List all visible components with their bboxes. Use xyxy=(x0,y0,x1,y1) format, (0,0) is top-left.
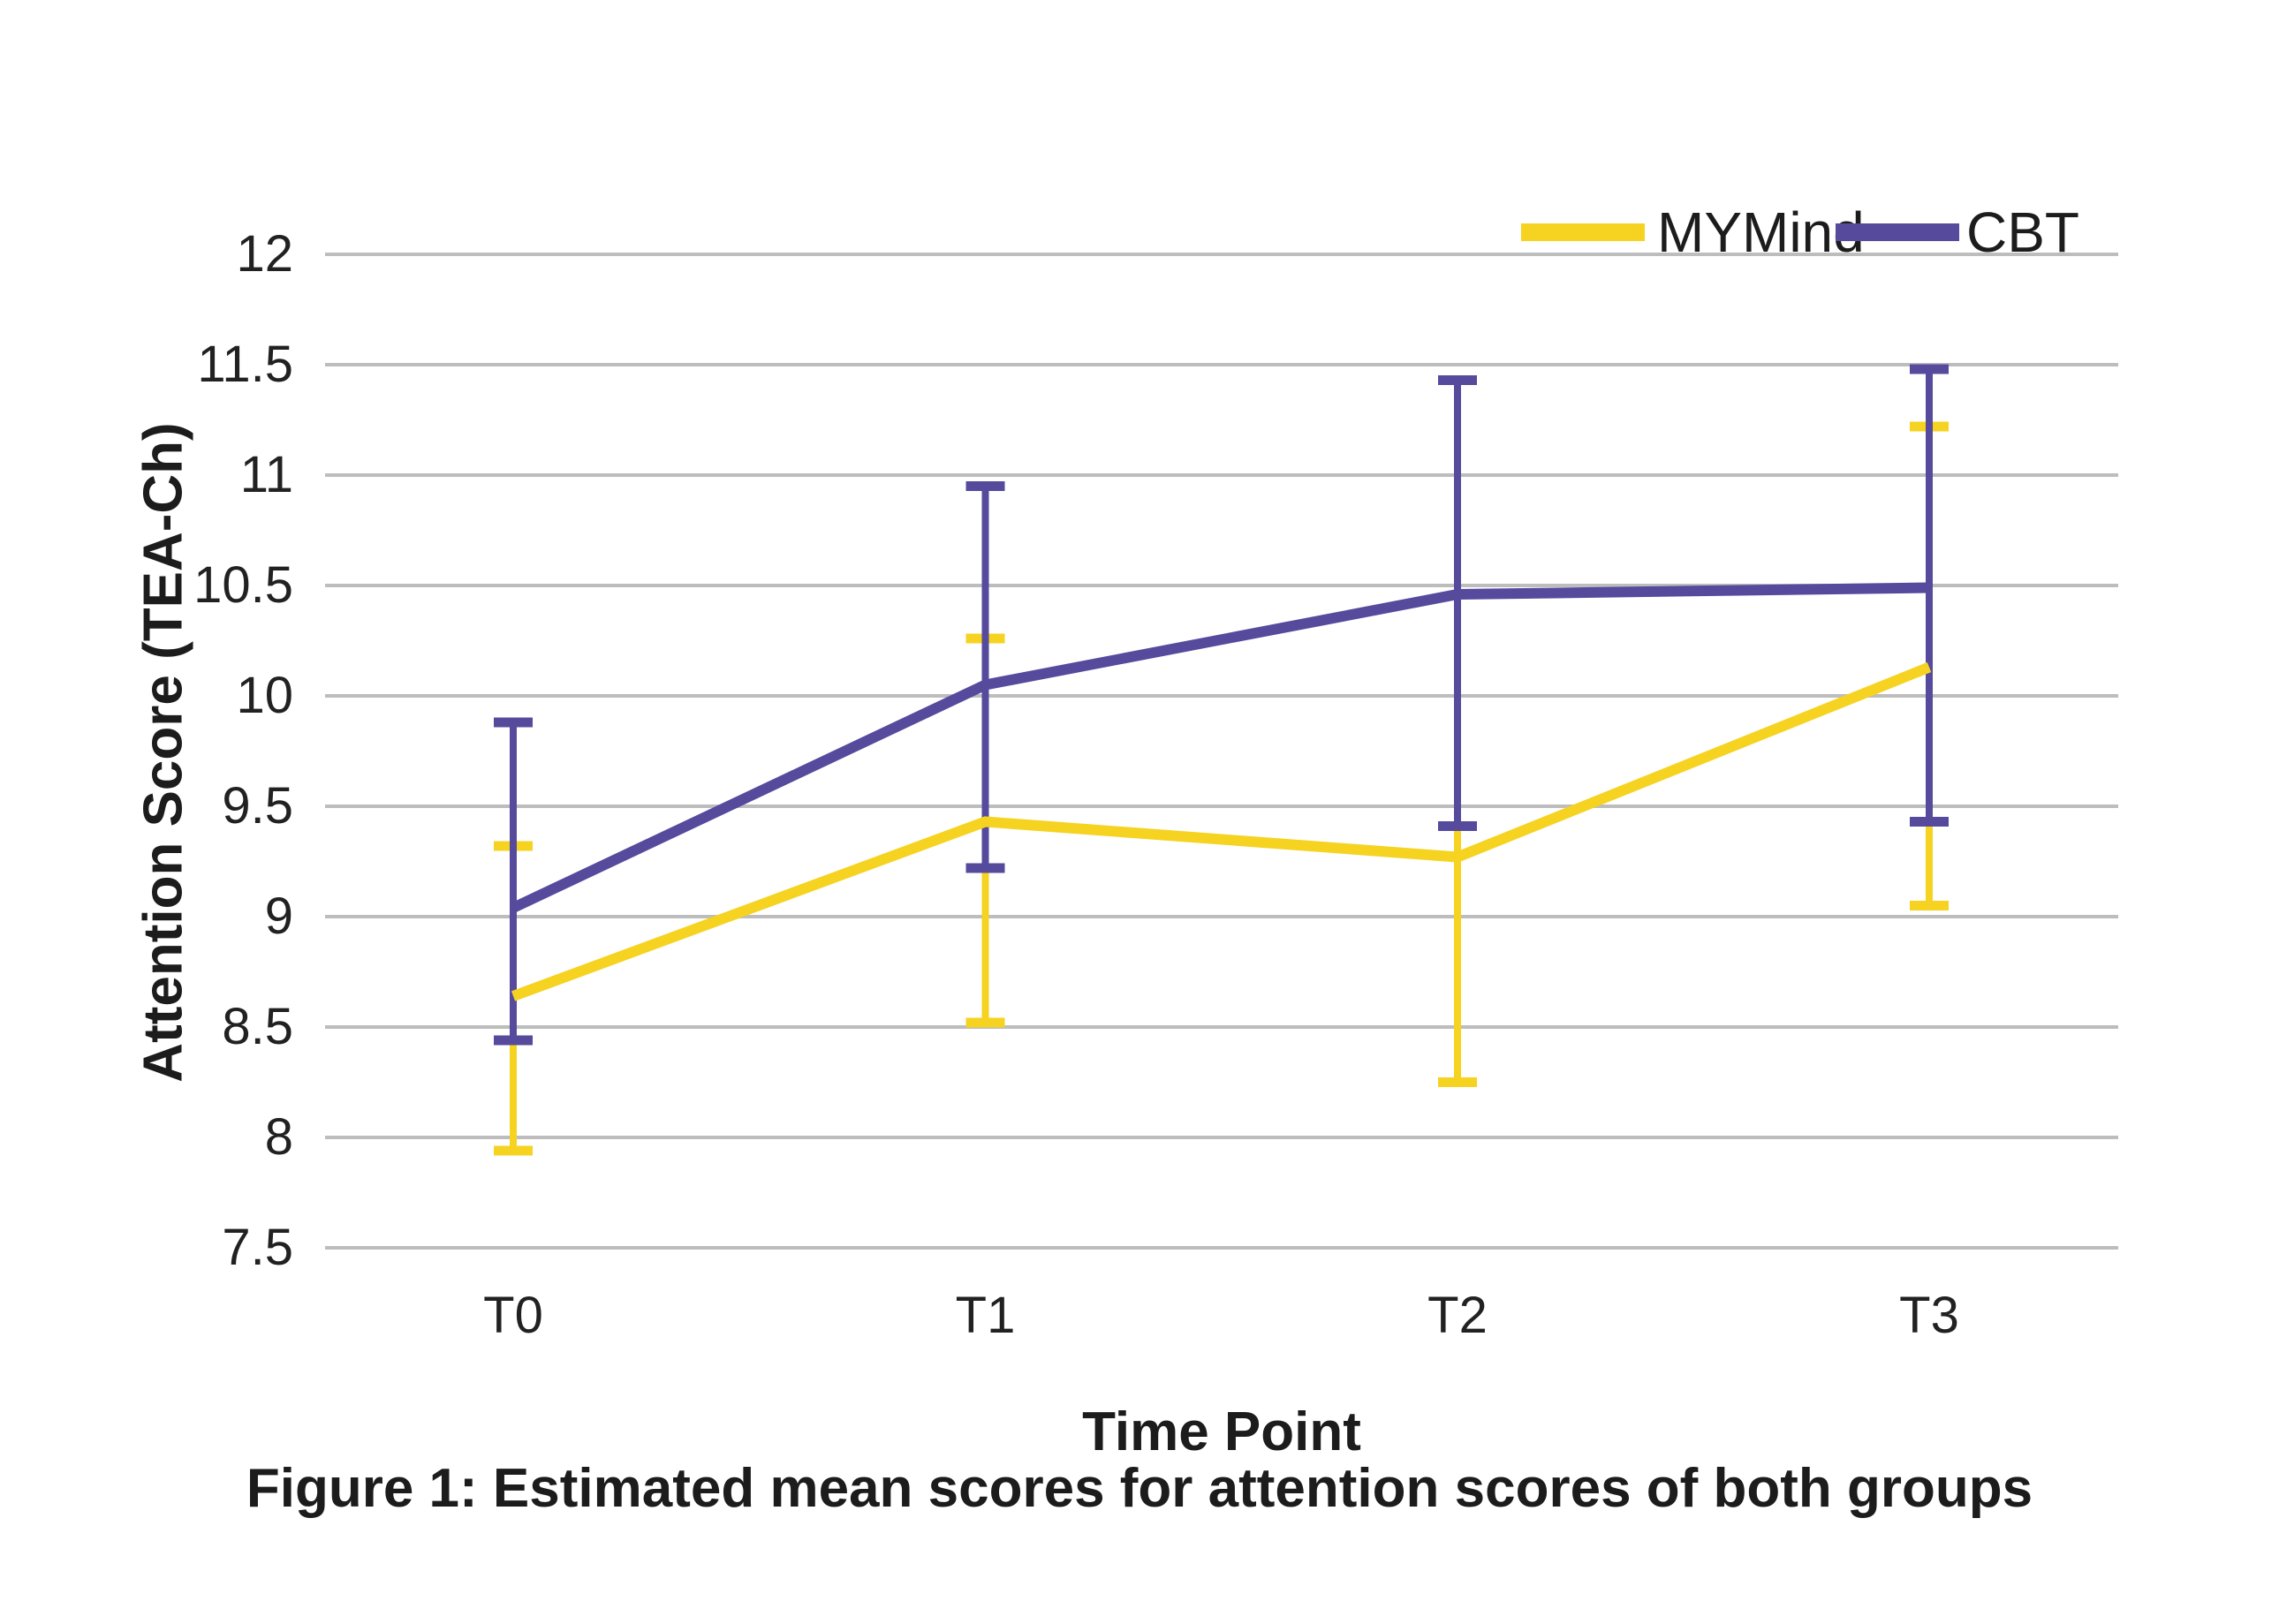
x-tick-T1: T1 xyxy=(955,1287,1016,1344)
legend-swatch-cbt xyxy=(1836,223,1959,241)
y-tick-11.5: 11.5 xyxy=(197,336,293,393)
y-tick-9.5: 9.5 xyxy=(222,777,293,835)
figure-caption: Figure 1: Estimated mean scores for atte… xyxy=(246,1458,2033,1519)
y-tick-12: 12 xyxy=(236,225,293,283)
y-tick-10.5: 10.5 xyxy=(193,556,293,614)
series-line-mymind xyxy=(511,661,1932,1001)
y-tick-11: 11 xyxy=(239,446,293,503)
y-tick-10: 10 xyxy=(236,667,293,724)
legend-label-cbt: CBT xyxy=(1966,200,2079,264)
y-axis-title: Attention Score (TEA-Ch) xyxy=(132,422,194,1083)
x-axis-title: Time Point xyxy=(1082,1401,1361,1462)
y-tick-7.5: 7.5 xyxy=(222,1219,293,1276)
y-tick-8.5: 8.5 xyxy=(222,998,293,1055)
x-tick-T2: T2 xyxy=(1427,1287,1488,1344)
x-tick-T0: T0 xyxy=(483,1287,543,1344)
y-tick-8: 8 xyxy=(264,1108,293,1166)
x-tick-T3: T3 xyxy=(1899,1287,1959,1344)
legend-swatch-mymind xyxy=(1521,223,1645,241)
y-tick-9: 9 xyxy=(264,888,293,945)
series-line-cbt xyxy=(511,582,1930,913)
legend-label-mymind: MYMind xyxy=(1657,200,1865,264)
